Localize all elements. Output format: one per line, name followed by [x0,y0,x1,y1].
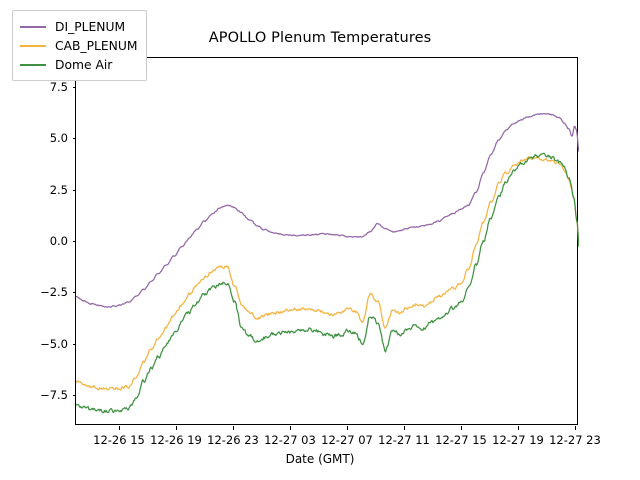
legend-label: DI_PLENUM [55,19,126,34]
legend-color-swatch [20,25,46,28]
y-tick-mark [72,292,76,294]
plot-svg [76,112,579,414]
y-tick-mark [72,395,76,397]
y-tick-mark [72,240,76,243]
legend: DI_PLENUM CAB_PLENUM Dome Air [12,10,148,81]
x-axis-label: Date (GMT) [285,452,355,466]
x-tick-label: 12-27 19 [492,433,544,447]
legend-label: Dome Air [55,57,113,72]
x-tick-mark [517,426,520,430]
x-tick-label: 12-27 07 [321,433,373,447]
y-tick-label: −7.5 [40,388,68,403]
y-tick-label: −5.0 [40,336,68,351]
y-tick-mark [72,138,76,140]
series-line [76,152,579,414]
legend-item[interactable]: DI_PLENUM [20,17,137,36]
x-tick-mark [289,426,292,430]
y-tick-label: 2.5 [49,182,68,197]
y-tick-mark [72,86,76,88]
x-tick-mark [175,426,178,430]
y-tick-label: −2.5 [40,285,68,300]
y-tick-label: 5.0 [49,131,68,146]
x-tick-label: 12-27 15 [435,433,487,447]
x-tick-label: 12-27 11 [378,433,430,447]
legend-color-swatch [20,44,46,47]
legend-item[interactable]: Dome Air [20,55,137,74]
series-line [76,155,579,391]
x-tick-mark [232,426,235,430]
x-tick-mark [404,426,406,430]
plot-area: 7.5 5.0 2.5 0.0 −2.5 −5.0 −7.5 12-26 15 12-26 19… [40,57,601,447]
x-tick-mark [574,426,577,430]
x-tick-label: 12-26 15 [93,433,145,447]
x-tick-mark [347,426,349,430]
x-tick-mark [119,426,121,430]
x-tick-label: 12-27 23 [549,433,601,447]
y-tick-mark [72,343,76,345]
legend-label: CAB_PLENUM [55,38,138,53]
page-title: APOLLO Plenum Temperatures [208,30,432,46]
x-tick-label: 12-26 19 [150,433,202,447]
legend-color-swatch [20,63,46,66]
y-tick-mark [72,189,76,191]
y-tick-label: 7.5 [49,79,68,94]
legend-item[interactable]: CAB_PLENUM [20,36,137,55]
y-tick-label: 0.0 [49,233,68,248]
series-line [76,112,579,308]
x-tick-label: 12-27 03 [264,433,316,447]
x-tick-label: 12-26 23 [207,433,259,447]
x-tick-mark [460,426,463,430]
